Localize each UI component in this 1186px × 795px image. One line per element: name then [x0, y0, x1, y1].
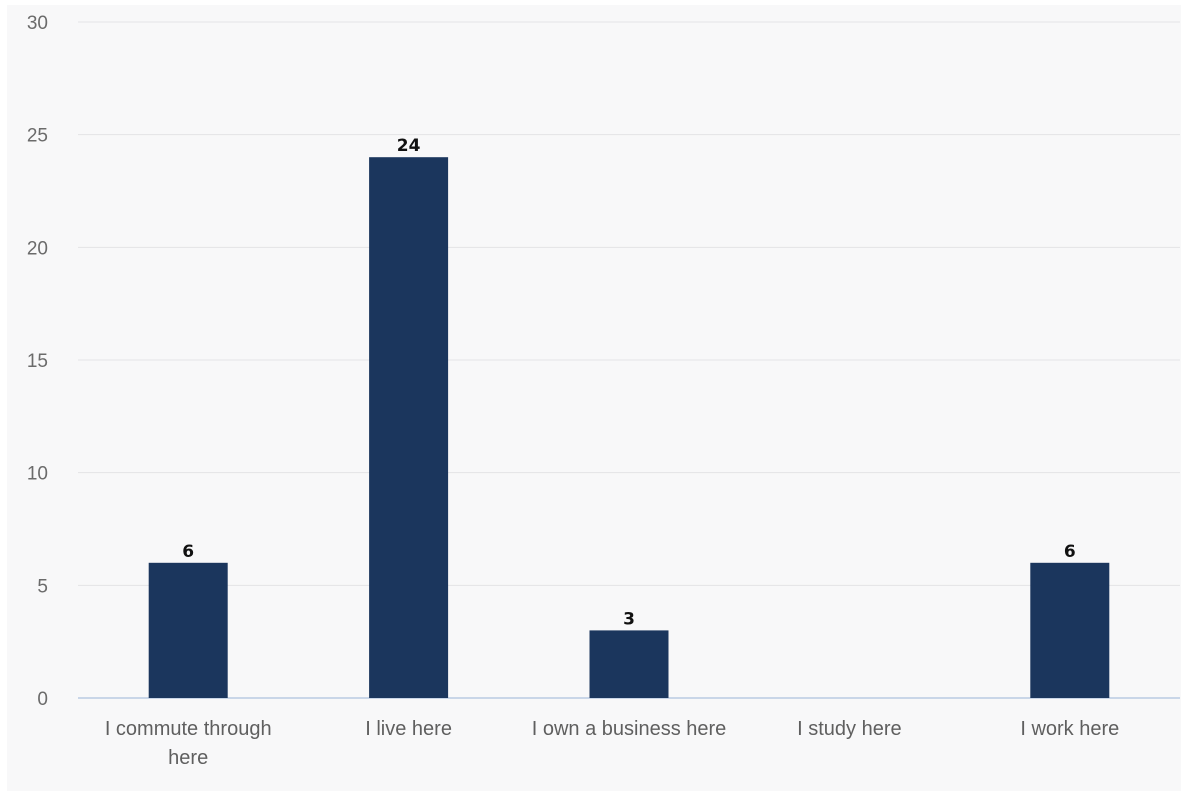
gridlines: [78, 21, 1180, 699]
bar: [369, 157, 449, 698]
data-label: 3: [623, 609, 635, 629]
data-label: 6: [182, 542, 194, 562]
y-tick-label: 20: [27, 238, 48, 259]
x-category-label: here: [168, 747, 208, 769]
data-labels: 6 24 3 6: [182, 136, 1075, 629]
data-label: 6: [1064, 542, 1076, 562]
bars: [148, 157, 1110, 698]
data-label: 24: [397, 136, 421, 156]
y-tick-label: 0: [37, 689, 48, 710]
bar: [1030, 562, 1110, 698]
x-category-label: I work here: [1020, 718, 1119, 740]
x-category-label: I own a business here: [532, 718, 727, 740]
x-category-label: I study here: [797, 718, 902, 740]
y-tick-label: 5: [37, 576, 48, 597]
bar: [148, 562, 228, 698]
y-tick-label: 30: [27, 13, 48, 34]
y-tick-label: 15: [27, 351, 48, 372]
y-axis-ticks: 0 5 10 15 20 25 30: [27, 13, 48, 710]
x-axis-labels: I commute through here I live here I own a …: [105, 718, 1119, 769]
y-tick-label: 10: [27, 464, 48, 485]
bar: [589, 630, 669, 698]
y-tick-label: 25: [27, 126, 48, 147]
x-category-label: I commute through: [105, 718, 272, 740]
x-category-label: I live here: [365, 718, 452, 740]
